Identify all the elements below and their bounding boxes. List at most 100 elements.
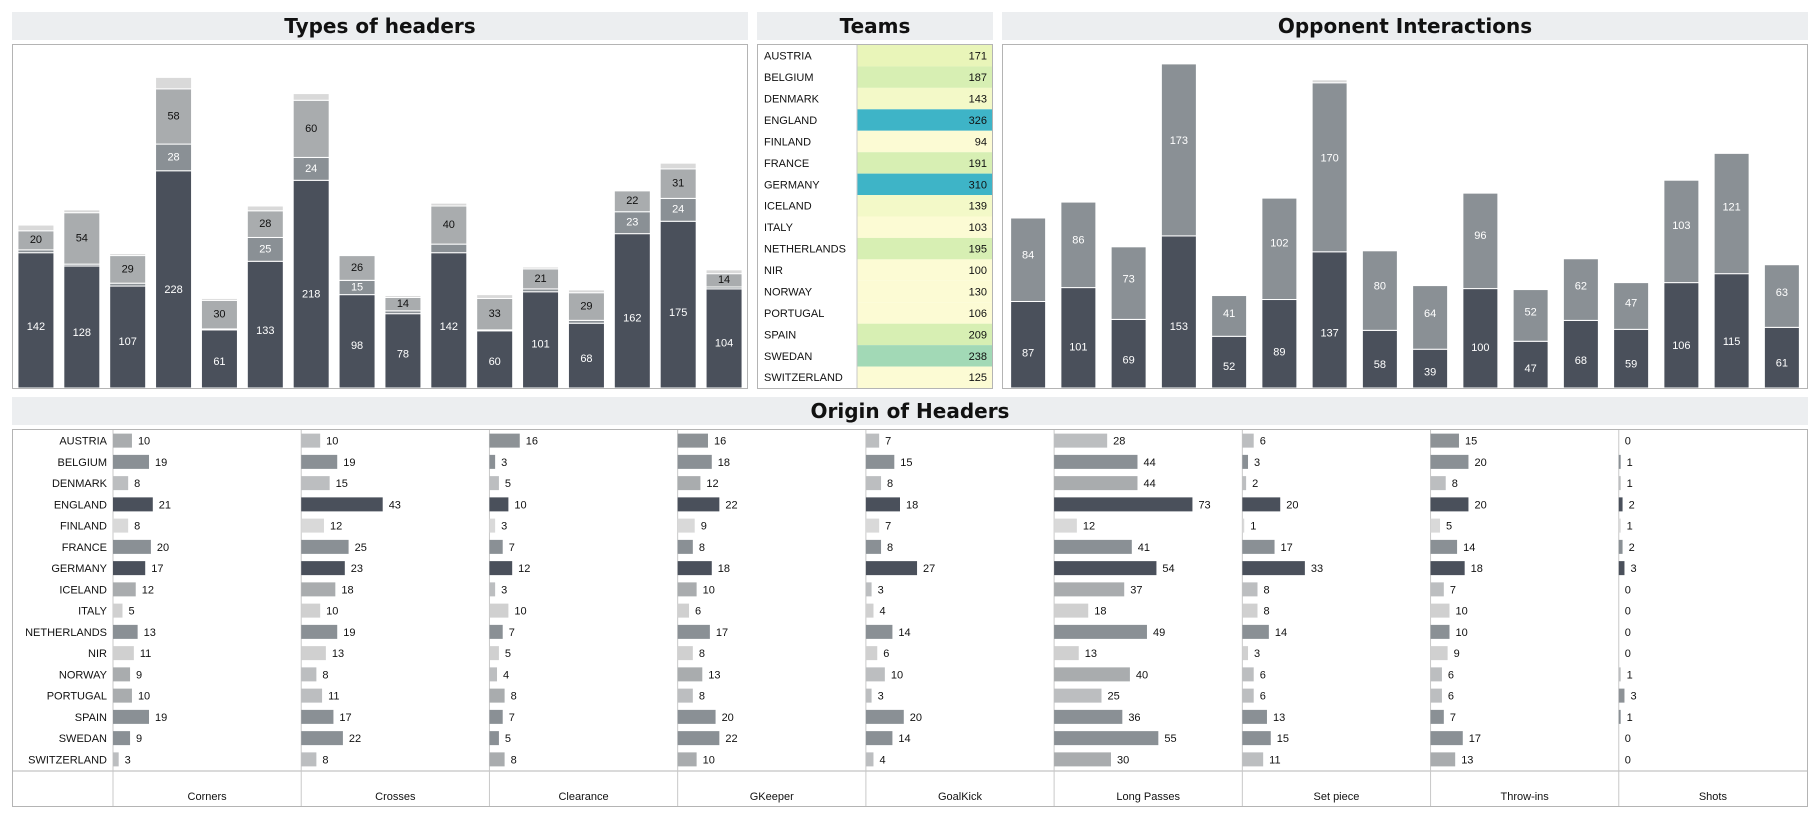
- origin-value-crosses-belgium: 19: [343, 457, 355, 469]
- origin-bar-throw-ins-spain: [1430, 709, 1444, 724]
- types-bar-swedan-s3: [659, 162, 697, 170]
- origin-of-headers-panel: AUSTRIA BELGIUM DENMARK ENGLAND FINLAND FRANC…: [12, 429, 1808, 807]
- opp-bar-portugal-s1: [1613, 282, 1650, 330]
- origin-bar-gkeeper-iceland: [677, 582, 697, 597]
- origin-team-spain: SPAIN: [75, 712, 107, 724]
- origin-bar-crosses-italy: [301, 603, 321, 618]
- origin-value-goalkick-germany: 27: [923, 563, 935, 575]
- origin-team-switzerland: SWITZERLAND: [28, 754, 107, 766]
- origin-value-set-piece-france: 17: [1281, 542, 1293, 554]
- origin-value-shots-belgium: 1: [1627, 457, 1633, 469]
- origin-value-corners-belgium: 19: [155, 457, 167, 469]
- teams-cell-belgium: [857, 66, 992, 88]
- origin-bar-shots-portugal: [1618, 688, 1625, 703]
- opp-bar-switzerland-s1: [1763, 264, 1800, 328]
- opp-bar-nir-s0: [1512, 340, 1549, 389]
- origin-value-goalkick-swedan: 14: [898, 733, 910, 745]
- origin-value-crosses-norway: 8: [322, 669, 328, 681]
- types-bar-netherlands-s3: [430, 202, 468, 207]
- opp-label-portugal-s0: 59: [1625, 358, 1637, 370]
- origin-bar-goalkick-finland: [865, 518, 880, 533]
- origin-value-clearance-spain: 7: [509, 712, 515, 724]
- types-bar-germany-s0: [292, 179, 330, 389]
- origin-value-throw-ins-finland: 5: [1446, 521, 1452, 533]
- origin-value-crosses-england: 43: [389, 499, 401, 511]
- origin-value-goalkick-france: 8: [887, 542, 893, 554]
- origin-bar-long-passes-belgium: [1054, 454, 1138, 469]
- types-bar-denmark-s0: [109, 285, 147, 389]
- types-bar-belgium-s3: [63, 209, 101, 214]
- types-bar-finland-s0: [200, 329, 238, 389]
- origin-value-set-piece-portugal: 6: [1260, 691, 1266, 703]
- origin-bar-gkeeper-netherlands: [677, 624, 710, 639]
- origin-of-headers-title: Origin of Headers: [12, 397, 1808, 425]
- types-label-switzerland-s0: 104: [715, 337, 733, 349]
- origin-bar-corners-switzerland: [113, 752, 119, 767]
- origin-bar-throw-ins-netherlands: [1430, 624, 1450, 639]
- opp-bar-germany-s2: [1311, 79, 1348, 84]
- teams-cell-swedan: [857, 345, 992, 367]
- origin-bar-crosses-spain: [301, 709, 334, 724]
- origin-value-crosses-germany: 23: [351, 563, 363, 575]
- types-bar-belgium-s0: [63, 265, 101, 389]
- types-bar-netherlands-s0: [430, 252, 468, 389]
- origin-bar-throw-ins-italy: [1430, 603, 1450, 618]
- origin-of-headers-chart: AUSTRIA BELGIUM DENMARK ENGLAND FINLAND FRANC…: [13, 430, 1807, 806]
- types-label-iceland-s2: 26: [351, 262, 363, 274]
- teams-name-denmark: DENMARK: [764, 94, 820, 106]
- origin-bar-crosses-austria: [301, 433, 321, 448]
- origin-value-corners-norway: 9: [136, 669, 142, 681]
- teams-cell-austria: [857, 45, 992, 67]
- origin-team-belgium: BELGIUM: [57, 457, 107, 469]
- origin-value-goalkick-italy: 4: [879, 606, 885, 618]
- origin-bar-crosses-nir: [301, 646, 326, 661]
- opp-bar-netherlands-s1: [1462, 192, 1499, 290]
- teams-total-denmark: 143: [969, 94, 987, 106]
- origin-bar-gkeeper-portugal: [677, 688, 693, 703]
- types-bar-italy-s3: [384, 295, 422, 298]
- origin-bar-crosses-iceland: [301, 582, 336, 597]
- opp-label-swedan-s0: 115: [1723, 336, 1741, 348]
- origin-value-gkeeper-nir: 8: [699, 648, 705, 660]
- origin-team-finland: FINLAND: [60, 521, 107, 533]
- origin-bar-goalkick-austria: [865, 433, 880, 448]
- origin-value-throw-ins-spain: 7: [1450, 712, 1456, 724]
- types-bar-netherlands-s2: [430, 205, 468, 245]
- opp-bar-belgium-s1: [1060, 201, 1097, 289]
- origin-bar-throw-ins-austria: [1430, 433, 1459, 448]
- origin-value-set-piece-norway: 6: [1260, 669, 1266, 681]
- opponent-interactions-panel: 87 84 101 86 69 73 153 173 52 41 89 102 137 170 58 80 39…: [1002, 44, 1808, 389]
- origin-bar-clearance-denmark: [489, 476, 499, 491]
- origin-bar-corners-denmark: [113, 476, 129, 491]
- origin-bar-corners-iceland: [113, 582, 136, 597]
- origin-bar-crosses-france: [301, 539, 349, 554]
- origin-bar-long-passes-germany: [1054, 561, 1157, 576]
- origin-bar-clearance-spain: [489, 709, 503, 724]
- origin-bar-corners-belgium: [113, 454, 150, 469]
- types-label-italy-s0: 78: [397, 348, 409, 360]
- opp-bar-denmark-s1: [1110, 246, 1147, 320]
- teams-cell-germany: [857, 173, 992, 196]
- origin-bar-long-passes-portugal: [1054, 688, 1102, 703]
- origin-value-corners-spain: 19: [155, 712, 167, 724]
- teams-name-norway: NORWAY: [764, 286, 813, 298]
- origin-value-set-piece-swedan: 15: [1277, 733, 1289, 745]
- opp-label-england-s1: 173: [1170, 135, 1188, 147]
- origin-bar-crosses-germany: [301, 561, 345, 576]
- opp-bar-swedan-s0: [1713, 273, 1750, 389]
- teams-total-spain: 209: [969, 329, 987, 341]
- opp-label-norway-s1: 62: [1575, 280, 1587, 292]
- origin-value-throw-ins-netherlands: 10: [1456, 627, 1468, 639]
- origin-bar-clearance-swedan: [489, 731, 499, 746]
- opp-label-germany-s1: 170: [1320, 153, 1338, 165]
- types-label-germany-s2: 60: [305, 123, 317, 135]
- opp-label-finland-s0: 52: [1223, 361, 1235, 373]
- origin-bar-clearance-iceland: [489, 582, 496, 597]
- origin-bar-goalkick-belgium: [865, 454, 895, 469]
- origin-col-label-crosses: Crosses: [375, 791, 416, 803]
- opp-label-austria-s1: 84: [1022, 249, 1034, 261]
- origin-bar-throw-ins-belgium: [1430, 454, 1469, 469]
- origin-team-france: FRANCE: [62, 542, 107, 554]
- origin-value-set-piece-denmark: 2: [1252, 478, 1258, 490]
- origin-team-iceland: ICELAND: [59, 584, 107, 596]
